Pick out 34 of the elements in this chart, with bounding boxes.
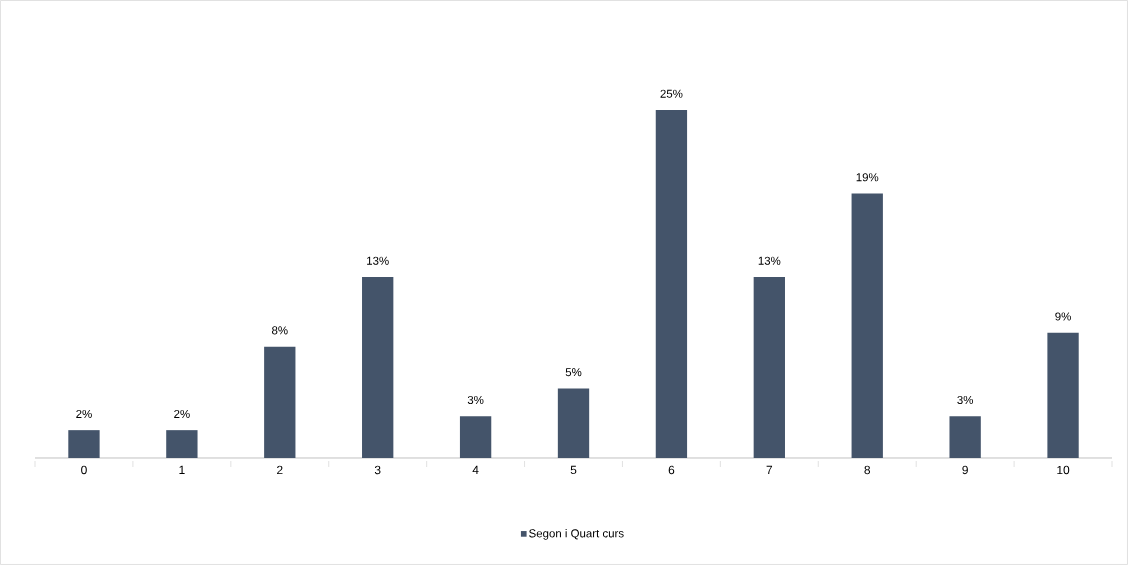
bar: [557, 388, 590, 458]
x-tick-label: 2: [277, 465, 283, 475]
x-tick-label: 7: [766, 465, 773, 474]
bar: [264, 346, 296, 458]
bar: [851, 193, 883, 458]
data-label: 5%: [565, 368, 582, 377]
bar: [1047, 332, 1079, 458]
x-tick-label: 0: [81, 465, 87, 475]
bar: [362, 277, 394, 458]
bar: [166, 430, 198, 458]
data-label: 3%: [467, 395, 484, 405]
x-tick-label: 6: [668, 465, 675, 475]
data-label: 13%: [367, 256, 389, 265]
data-label: 19%: [856, 173, 879, 182]
x-tick-label: 4: [472, 465, 479, 474]
x-tick-label: 9: [962, 465, 968, 475]
legend-label: Segon i Quart curs: [529, 528, 624, 540]
bar: [753, 277, 785, 458]
data-label: 3%: [957, 395, 974, 405]
data-label: 13%: [758, 256, 781, 265]
data-label: 8%: [272, 326, 288, 335]
bar: [459, 416, 492, 458]
bar: [655, 109, 688, 458]
x-tick-label: 3: [374, 465, 381, 475]
x-tick-label: 10: [1057, 465, 1070, 475]
x-tick-label: 5: [570, 465, 577, 475]
data-label: 9%: [1055, 312, 1071, 321]
bar: [949, 416, 981, 458]
x-tick-label: 1: [179, 465, 185, 474]
x-tick-label: 8: [864, 465, 871, 475]
data-label: 2%: [174, 409, 190, 418]
data-label: 25%: [660, 89, 683, 98]
data-label: 2%: [76, 409, 92, 418]
bar: [68, 430, 100, 458]
